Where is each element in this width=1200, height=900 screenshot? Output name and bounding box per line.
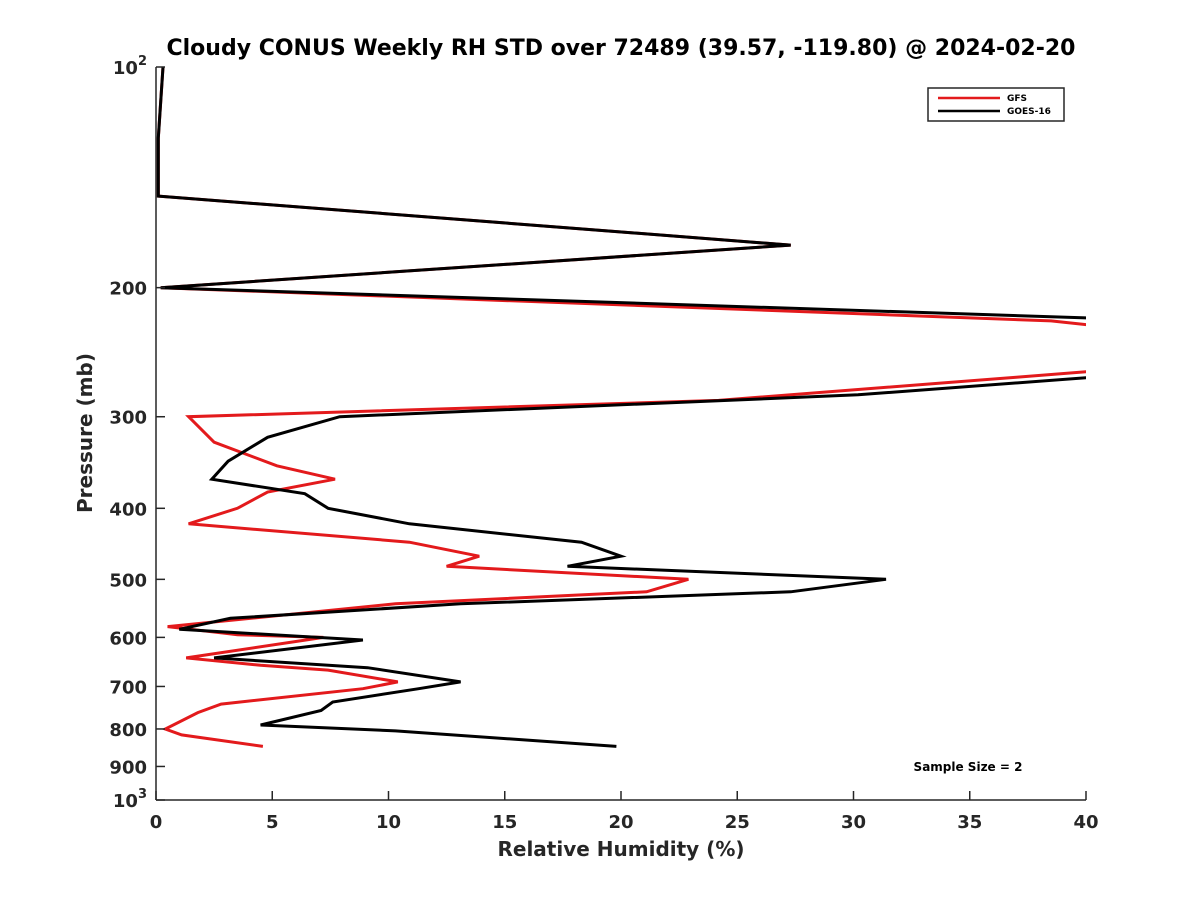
series-line-goes-16	[156, 67, 1086, 748]
y-tick-label-base: 10	[113, 58, 138, 79]
series-line-gfs	[156, 67, 1086, 748]
legend-label: GFS	[1007, 94, 1027, 104]
y-tick-label: 700	[109, 677, 147, 698]
y-tick-label: 800	[109, 720, 147, 741]
x-tick-label: 40	[1073, 812, 1098, 833]
x-axis-label: Relative Humidity (%)	[497, 837, 744, 861]
x-tick-label: 30	[841, 812, 866, 833]
y-tick-label-exponent: 2	[138, 54, 147, 69]
y-tick-label-base: 10	[113, 791, 138, 812]
y-tick-label: 600	[109, 628, 147, 649]
y-tick-label: 102	[113, 54, 147, 79]
x-tick-label: 15	[492, 812, 517, 833]
sample-size-annotation: Sample Size = 2	[914, 760, 1023, 774]
legend-box	[927, 87, 1065, 122]
x-tick-label: 5	[266, 812, 279, 833]
x-tick-label: 35	[957, 812, 982, 833]
y-tick-label: 500	[109, 570, 147, 591]
legend: GFS GOES-16	[927, 87, 1065, 122]
x-axis-ticks: 0 5 10 15 20 25 30 35 40	[150, 791, 1099, 833]
x-tick-label: 0	[150, 812, 163, 833]
y-tick-label-exponent: 3	[138, 787, 147, 802]
x-tick-label: 25	[725, 812, 750, 833]
y-tick-label: 400	[109, 499, 147, 520]
x-tick-label: 10	[376, 812, 401, 833]
y-tick-label: 103	[113, 787, 147, 812]
legend-label: GOES-16	[1007, 107, 1051, 117]
x-tick-label: 20	[608, 812, 633, 833]
y-tick-label: 300	[109, 408, 147, 429]
chart-title: Cloudy CONUS Weekly RH STD over 72489 (3…	[167, 36, 1076, 61]
y-tick-label: 900	[109, 757, 147, 778]
y-tick-label: 200	[109, 279, 147, 300]
y-axis-label: Pressure (mb)	[73, 353, 97, 513]
